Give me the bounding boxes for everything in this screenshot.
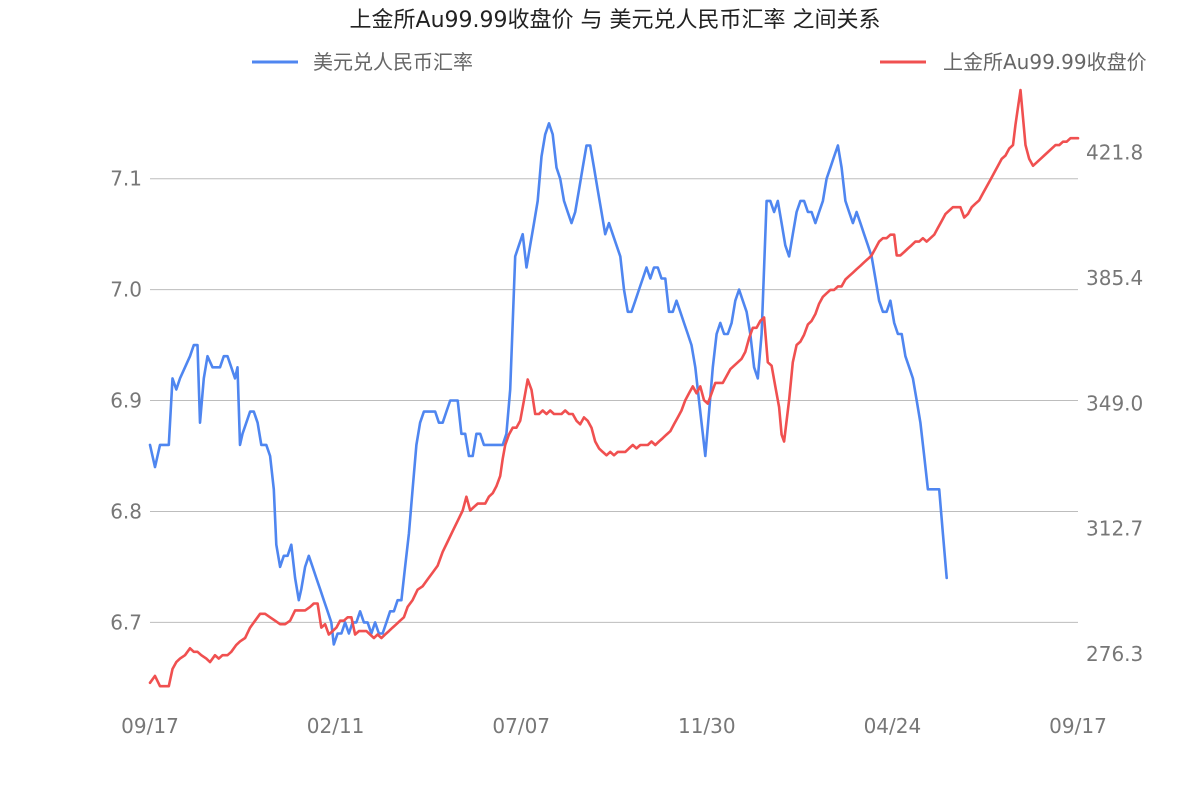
x-axis-ticks: 09/17 02/11 07/07 11/30 04/24 09/17 [121,714,1107,738]
right-axis-tick-label: 421.8 [1086,141,1143,165]
series-layer [148,88,1080,688]
x-axis-tick-label: 07/07 [492,714,550,738]
legend-label-gold-price: 上金所Au99.99收盘价 [943,50,1147,74]
right-axis-tick-label: 312.7 [1086,517,1143,541]
legend-label-exchange-rate: 美元兑人民币汇率 [313,50,473,74]
left-axis-tick-label: 6.9 [110,389,142,413]
x-axis-tick-label: 02/11 [307,714,365,738]
right-axis-tick-label: 349.0 [1086,392,1143,416]
chart-title: 上金所Au99.99收盘价 与 美元兑人民币汇率 之间关系 [350,8,881,33]
gold-price-line [148,88,1080,688]
gridlines [150,178,1078,623]
right-axis-tick-label: 385.4 [1086,266,1143,290]
right-axis-ticks: 276.3 312.7 349.0 385.4 421.8 [1086,141,1143,666]
left-axis-tick-label: 6.8 [110,499,142,523]
right-axis-tick-label: 276.3 [1086,642,1143,666]
left-axis-tick-label: 7.1 [110,167,142,191]
left-axis-tick-label: 6.7 [110,610,142,634]
legend: 美元兑人民币汇率 上金所Au99.99收盘价 [252,50,1147,74]
left-axis-tick-label: 7.0 [110,278,142,302]
x-axis-tick-label: 04/24 [864,714,922,738]
exchange-rate-line [148,122,948,646]
left-axis-ticks: 6.7 6.8 6.9 7.0 7.1 [110,167,142,635]
x-axis-tick-label: 11/30 [678,714,736,738]
x-axis-tick-label: 09/17 [1049,714,1107,738]
x-axis-tick-label: 09/17 [121,714,179,738]
